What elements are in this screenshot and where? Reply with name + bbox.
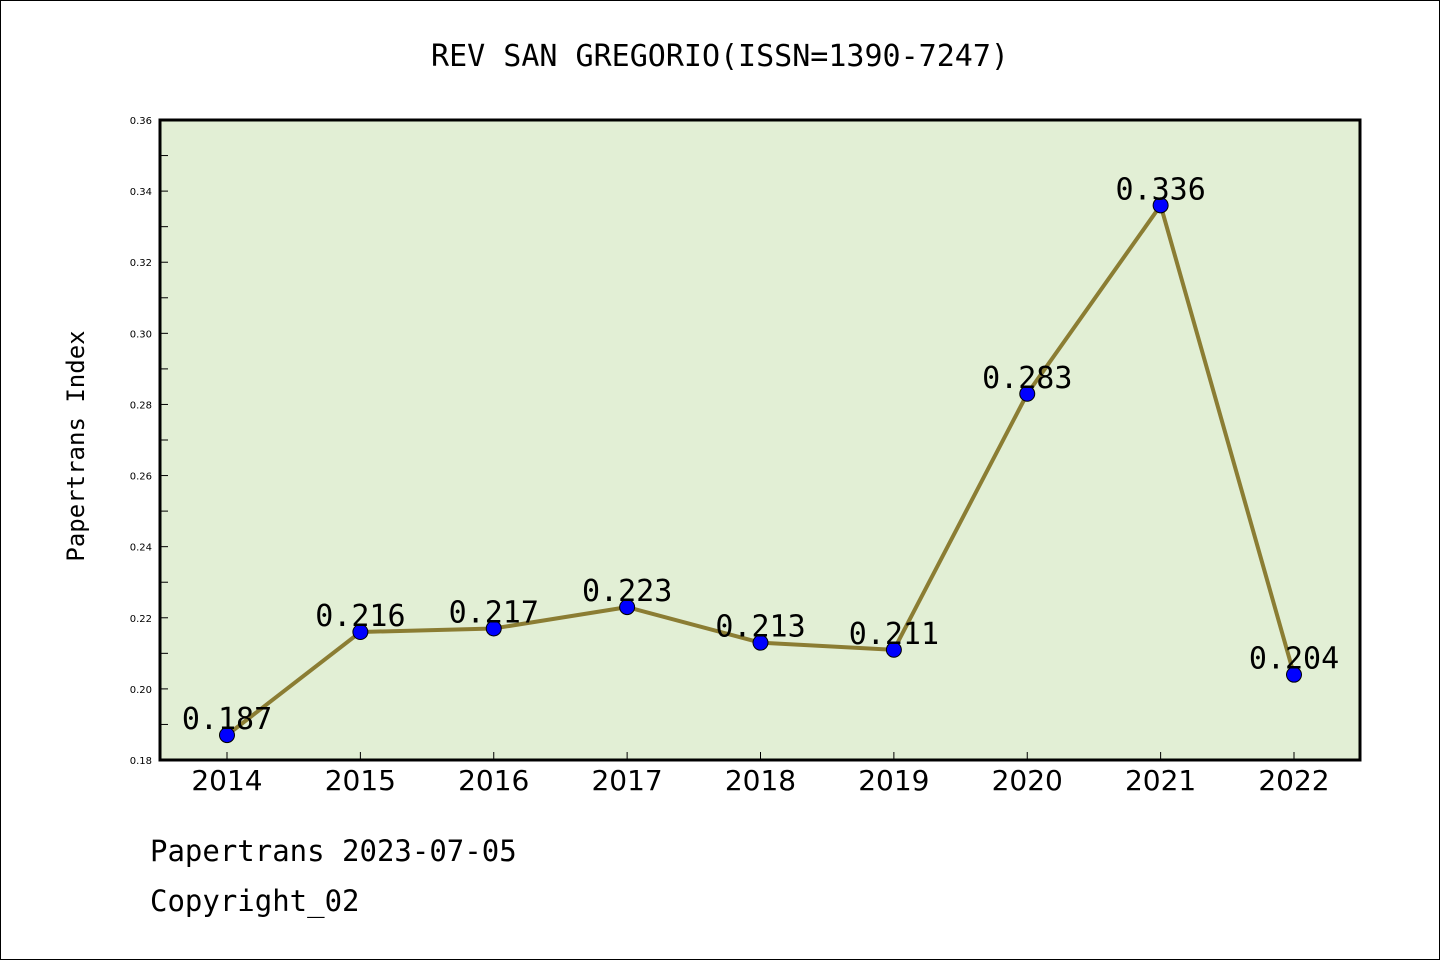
footer-copyright: Copyright_02 <box>150 884 360 918</box>
y-tick-label: 0.30 <box>130 329 152 340</box>
data-label: 0.336 <box>1115 172 1205 207</box>
x-tick-label: 2021 <box>1125 764 1196 797</box>
y-axis-label: Papertrans Index <box>62 330 90 561</box>
x-tick-label: 2014 <box>191 764 262 797</box>
data-label: 0.213 <box>715 610 805 645</box>
data-point <box>885 641 902 658</box>
footer-date: Papertrans 2023-07-05 <box>150 834 517 868</box>
data-point <box>219 727 235 744</box>
data-label: 0.223 <box>582 574 672 609</box>
x-tick-label: 2018 <box>725 764 796 797</box>
data-point <box>1152 197 1169 214</box>
data-label: 0.283 <box>982 361 1072 396</box>
data-point <box>352 624 369 640</box>
data-label: 0.217 <box>449 595 539 630</box>
data-point <box>619 599 636 616</box>
y-tick-label: 0.28 <box>130 400 152 411</box>
y-tick-label: 0.34 <box>130 187 152 198</box>
data-point <box>485 620 502 637</box>
x-tick-label: 2022 <box>1258 764 1329 797</box>
data-point <box>1286 666 1302 683</box>
y-tick-label: 0.24 <box>130 543 152 554</box>
chart-title: REV SAN GREGORIO(ISSN=1390-7247) <box>431 39 1009 74</box>
series-group: 0.187 0.216 0.217 0.223 0.213 0.211 0.283 0.336… <box>182 172 1339 744</box>
plot-area <box>160 120 1360 760</box>
y-tick-label: 0.18 <box>130 756 152 767</box>
data-label: 0.216 <box>315 599 405 634</box>
y-tick-label: 0.20 <box>130 685 152 696</box>
y-axis: 0.18 0.20 0.22 0.24 0.26 0.28 0.30 0.32 0.34 0.36 <box>130 116 168 767</box>
y-tick-label: 0.36 <box>130 116 152 127</box>
x-tick-label: 2015 <box>325 764 396 797</box>
y-tick-label: 0.26 <box>130 472 152 483</box>
y-tick-label: 0.22 <box>130 614 152 625</box>
data-point <box>752 634 769 651</box>
data-label: 0.187 <box>182 702 272 737</box>
data-label: 0.204 <box>1249 642 1339 677</box>
x-tick-label: 2019 <box>858 764 929 797</box>
data-point <box>1019 385 1036 402</box>
plot-border <box>158 118 1362 762</box>
x-axis: 2014 2015 2016 2017 2018 2019 2020 2021 2022 <box>191 752 1330 797</box>
data-label: 0.211 <box>849 617 939 652</box>
x-tick-label: 2020 <box>992 764 1063 797</box>
x-tick-label: 2017 <box>591 764 662 797</box>
y-tick-label: 0.32 <box>130 258 152 269</box>
x-tick-label: 2016 <box>458 764 529 797</box>
